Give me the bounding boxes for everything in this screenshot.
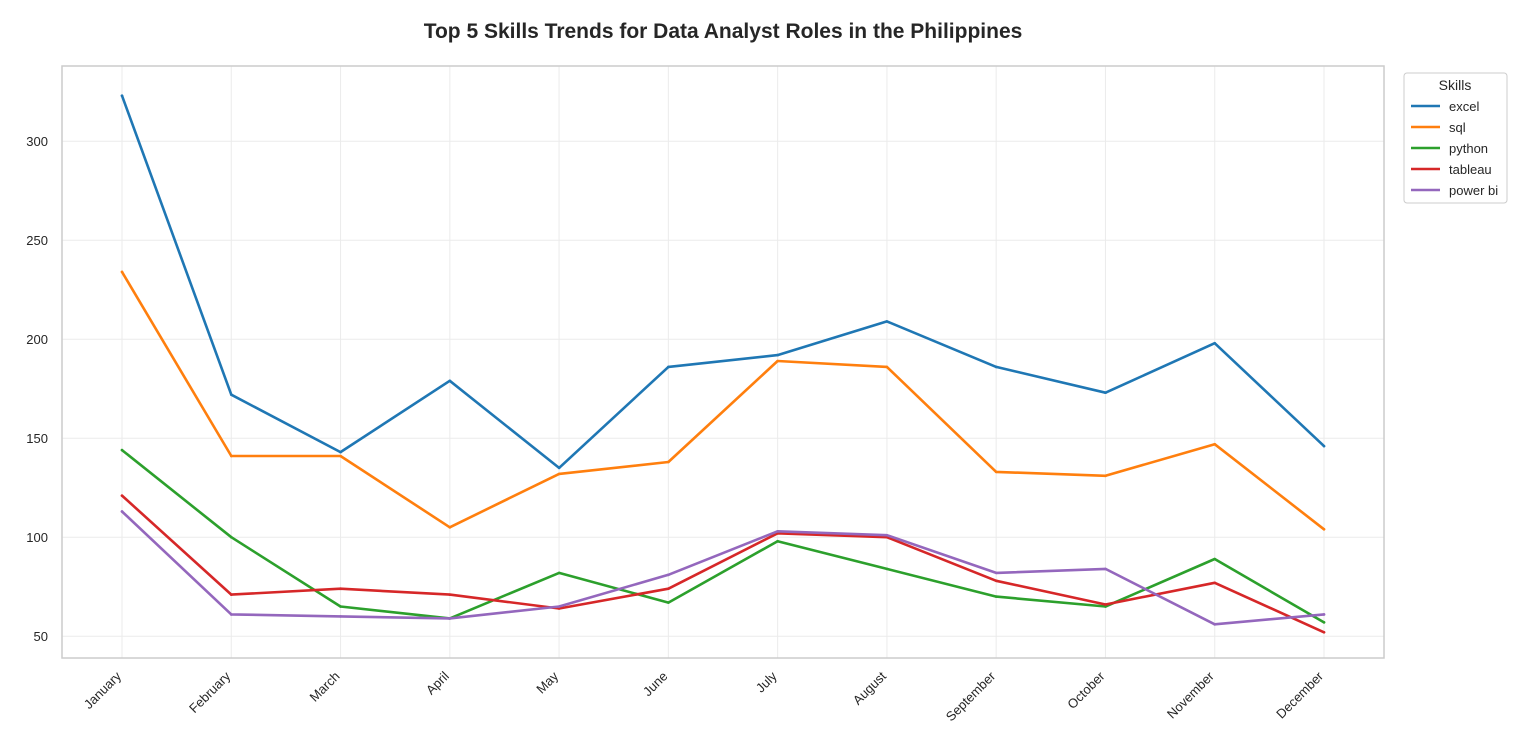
data-point xyxy=(448,526,452,529)
data-point xyxy=(885,320,889,323)
data-point xyxy=(885,567,889,571)
data-point xyxy=(120,494,124,497)
data-point xyxy=(1213,341,1217,345)
data-point xyxy=(229,393,233,396)
data-point xyxy=(885,365,889,369)
legend-title: Skills xyxy=(1439,77,1472,93)
x-tick-label: November xyxy=(1164,668,1217,721)
y-tick-label: 50 xyxy=(34,629,48,644)
data-point xyxy=(1213,442,1217,446)
x-tick-label: September xyxy=(943,668,999,724)
data-point xyxy=(229,535,233,539)
series-line-python xyxy=(120,448,1326,624)
data-point xyxy=(120,510,124,513)
data-point xyxy=(994,595,998,598)
data-point xyxy=(776,529,779,533)
data-point xyxy=(1322,613,1326,616)
data-point xyxy=(667,573,670,577)
data-point xyxy=(557,472,561,476)
y-tick-label: 100 xyxy=(26,530,48,545)
x-tick-label: February xyxy=(186,668,234,716)
data-point xyxy=(1104,605,1107,608)
data-point xyxy=(776,539,779,543)
data-point xyxy=(448,593,452,596)
data-point xyxy=(1213,557,1217,561)
data-point xyxy=(1213,581,1217,585)
data-point xyxy=(667,601,670,604)
data-point xyxy=(339,454,342,458)
series-line-tableau xyxy=(120,494,1326,634)
data-point xyxy=(448,379,452,383)
y-tick-label: 250 xyxy=(26,233,48,248)
data-point xyxy=(557,605,561,608)
data-point xyxy=(994,365,998,369)
x-tick-label: January xyxy=(81,668,125,712)
data-point xyxy=(1322,444,1326,448)
data-point xyxy=(120,94,124,97)
data-point xyxy=(229,454,233,458)
data-point xyxy=(120,448,124,452)
data-point xyxy=(1104,603,1107,606)
y-tick-label: 200 xyxy=(26,332,48,347)
data-point xyxy=(994,571,998,575)
legend-label: tableau xyxy=(1449,162,1492,177)
x-tick-label: December xyxy=(1273,668,1326,721)
x-tick-label: June xyxy=(640,669,671,700)
y-tick-label: 150 xyxy=(26,431,48,446)
data-point xyxy=(120,270,124,274)
legend-label: excel xyxy=(1449,99,1479,114)
data-point xyxy=(1322,621,1326,624)
data-point xyxy=(1213,623,1217,626)
data-point xyxy=(994,579,998,583)
data-point xyxy=(339,587,342,591)
data-point xyxy=(1322,630,1326,634)
data-point xyxy=(229,613,233,616)
data-point xyxy=(448,617,452,620)
legend: Skills excel sql python tableau power bi xyxy=(1403,72,1508,204)
data-point xyxy=(885,533,889,537)
x-tick-label: April xyxy=(423,668,452,697)
data-point xyxy=(339,615,342,618)
chart-title: Top 5 Skills Trends for Data Analyst Rol… xyxy=(424,20,1023,43)
y-axis: 50 100 150 200 250 300 xyxy=(26,134,48,644)
data-point xyxy=(667,587,670,591)
data-point xyxy=(1104,474,1107,478)
data-point xyxy=(776,353,779,357)
x-tick-label: August xyxy=(850,668,889,707)
data-point xyxy=(667,460,670,464)
y-tick-label: 300 xyxy=(26,134,48,149)
series-line-sql xyxy=(120,270,1326,531)
data-point xyxy=(229,593,233,596)
data-point xyxy=(994,470,998,474)
data-point xyxy=(1322,528,1326,531)
legend-label: sql xyxy=(1449,120,1466,135)
x-tick-label: March xyxy=(307,669,343,705)
data-point xyxy=(339,450,342,454)
legend-label: power bi xyxy=(1449,183,1498,198)
x-tick-label: May xyxy=(533,668,561,696)
legend-items: excel sql python tableau power bi xyxy=(1411,99,1498,198)
data-point xyxy=(776,359,779,363)
data-point xyxy=(339,605,342,608)
data-point xyxy=(1104,391,1107,394)
plot-frame xyxy=(61,65,1385,659)
x-tick-label: October xyxy=(1064,668,1108,712)
x-axis: January February March April May June July Augu… xyxy=(81,668,1327,724)
data-point xyxy=(557,571,561,575)
legend-label: python xyxy=(1449,141,1488,156)
x-tick-label: July xyxy=(753,668,780,695)
data-point xyxy=(1104,567,1107,571)
series-line-power-bi xyxy=(120,510,1326,626)
data-point xyxy=(557,466,561,470)
series-line-excel xyxy=(120,94,1326,470)
data-point xyxy=(667,365,670,369)
series-lines xyxy=(120,94,1326,634)
